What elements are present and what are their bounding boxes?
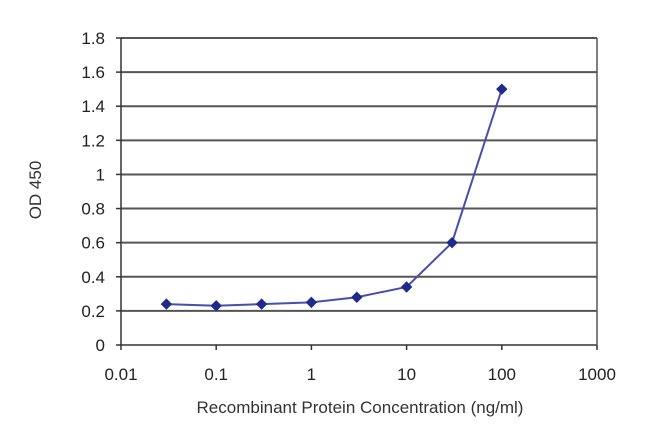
x-tick-label: 1000 (578, 365, 616, 384)
x-tick-label: 0.1 (204, 365, 228, 384)
x-axis-ticks: 0.01 0.1 1 10 100 1000 (104, 345, 616, 384)
y-tick-label: 0 (96, 336, 105, 355)
data-point-marker (210, 300, 222, 312)
y-axis-title: OD 450 (26, 161, 45, 220)
data-point-marker (160, 298, 173, 310)
y-axis-ticks: 0 0.2 0.4 0.6 0.8 1 1.2 1.4 1.6 1.8 (81, 29, 121, 355)
data-series (160, 83, 508, 312)
y-tick-label: 0.4 (81, 268, 105, 287)
data-point-marker (351, 291, 363, 303)
y-tick-label: 1.8 (81, 29, 105, 48)
data-point-marker (400, 281, 413, 293)
x-tick-label: 0.01 (104, 365, 137, 384)
y-tick-label: 0.6 (81, 234, 105, 253)
x-tick-label: 10 (397, 365, 416, 384)
data-point-marker (496, 83, 508, 95)
x-axis-title: Recombinant Protein Concentration (ng/ml… (197, 398, 524, 417)
y-tick-label: 1.2 (81, 131, 105, 150)
x-tick-label: 1 (307, 365, 316, 384)
y-tick-label: 0.8 (81, 200, 105, 219)
y-tick-label: 0.2 (81, 302, 105, 321)
y-tick-label: 1.4 (81, 97, 105, 116)
data-point-marker (446, 236, 458, 249)
series-line (166, 88, 503, 307)
data-point-marker (255, 298, 268, 310)
y-tick-label: 1 (96, 165, 105, 184)
grid-lines (121, 37, 597, 312)
data-point-marker (305, 296, 318, 309)
y-tick-label: 1.6 (81, 63, 105, 82)
axes (120, 38, 598, 346)
x-tick-label: 100 (488, 365, 516, 384)
